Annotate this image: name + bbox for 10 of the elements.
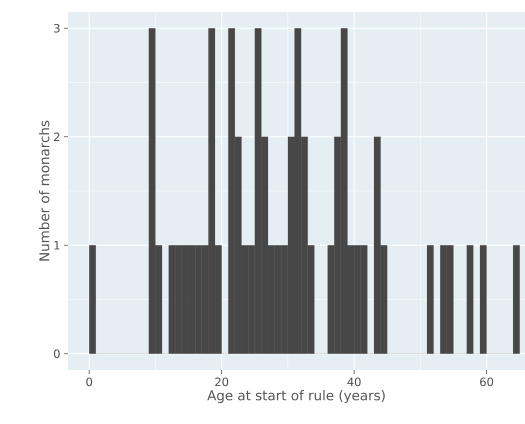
x-tick-label: 60: [480, 378, 494, 386]
y-tick-label: 2: [54, 132, 60, 142]
x-axis-title: Age at start of rule (years): [207, 390, 385, 404]
y-tick-label: 1: [54, 241, 60, 250]
y-axis-title: Number of monarchs: [38, 120, 50, 261]
x-tick-label: 20: [215, 378, 228, 386]
x-tick-label: 40: [347, 378, 361, 386]
y-tick-label: 3: [54, 24, 60, 33]
y-tick-label: 0: [54, 349, 60, 358]
x-tick-label: 0: [86, 378, 92, 386]
